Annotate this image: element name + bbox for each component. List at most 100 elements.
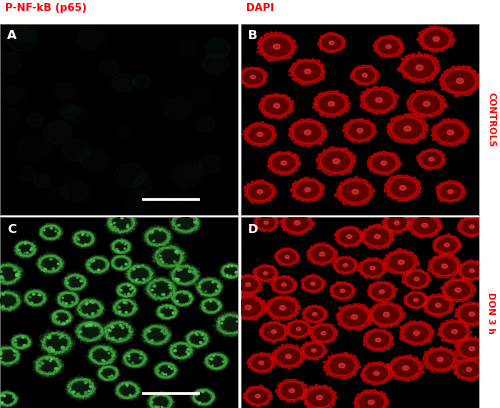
Polygon shape: [386, 45, 391, 49]
Polygon shape: [24, 253, 25, 254]
Polygon shape: [126, 226, 129, 228]
Polygon shape: [217, 286, 219, 287]
Polygon shape: [56, 314, 67, 322]
Polygon shape: [84, 391, 87, 394]
Polygon shape: [272, 344, 306, 370]
Polygon shape: [56, 316, 58, 317]
Polygon shape: [120, 289, 122, 291]
Polygon shape: [430, 118, 470, 146]
Polygon shape: [82, 233, 84, 235]
Polygon shape: [58, 263, 59, 264]
Polygon shape: [15, 340, 17, 341]
Polygon shape: [367, 151, 402, 175]
Polygon shape: [281, 161, 286, 165]
Polygon shape: [82, 234, 83, 235]
Polygon shape: [230, 294, 268, 321]
Polygon shape: [424, 102, 430, 106]
Polygon shape: [112, 74, 134, 91]
Polygon shape: [0, 296, 14, 306]
Polygon shape: [62, 335, 63, 337]
Polygon shape: [178, 224, 180, 226]
Polygon shape: [12, 397, 14, 398]
Polygon shape: [133, 268, 135, 270]
Polygon shape: [38, 222, 64, 242]
Polygon shape: [203, 283, 216, 293]
Polygon shape: [221, 322, 222, 324]
Polygon shape: [133, 75, 150, 89]
Polygon shape: [64, 106, 86, 124]
Polygon shape: [111, 326, 126, 337]
Polygon shape: [366, 90, 392, 110]
Polygon shape: [94, 325, 96, 326]
Polygon shape: [438, 357, 444, 361]
Polygon shape: [264, 272, 268, 275]
Polygon shape: [217, 303, 219, 305]
Polygon shape: [334, 176, 375, 206]
Polygon shape: [38, 294, 40, 296]
Text: A: A: [7, 29, 17, 42]
Polygon shape: [146, 391, 176, 408]
Polygon shape: [469, 347, 474, 351]
Polygon shape: [305, 344, 322, 357]
Polygon shape: [64, 375, 98, 401]
Polygon shape: [312, 313, 317, 316]
Polygon shape: [169, 210, 202, 235]
Polygon shape: [372, 155, 396, 171]
Polygon shape: [178, 269, 180, 271]
Polygon shape: [163, 294, 165, 295]
Polygon shape: [160, 255, 162, 257]
Polygon shape: [63, 140, 90, 162]
Polygon shape: [162, 308, 172, 316]
Polygon shape: [108, 376, 110, 378]
Polygon shape: [368, 301, 406, 328]
Polygon shape: [34, 251, 66, 275]
Polygon shape: [376, 98, 382, 102]
Polygon shape: [135, 280, 137, 281]
Polygon shape: [388, 253, 413, 271]
Polygon shape: [362, 73, 367, 77]
Polygon shape: [184, 293, 186, 295]
Polygon shape: [129, 394, 132, 396]
Polygon shape: [470, 269, 474, 273]
Polygon shape: [41, 362, 44, 364]
Polygon shape: [433, 37, 440, 41]
Polygon shape: [320, 252, 324, 256]
Polygon shape: [178, 217, 193, 228]
Polygon shape: [295, 62, 320, 80]
Polygon shape: [65, 303, 67, 305]
Polygon shape: [248, 389, 268, 403]
Polygon shape: [446, 282, 469, 299]
Polygon shape: [394, 221, 399, 224]
Polygon shape: [104, 360, 105, 361]
Polygon shape: [130, 288, 132, 290]
Polygon shape: [2, 395, 12, 403]
Polygon shape: [20, 253, 21, 254]
Polygon shape: [0, 276, 3, 278]
Polygon shape: [342, 308, 367, 326]
Polygon shape: [0, 357, 2, 359]
Polygon shape: [288, 119, 327, 147]
Polygon shape: [321, 332, 326, 335]
Polygon shape: [273, 155, 295, 171]
Polygon shape: [125, 263, 127, 265]
Polygon shape: [167, 341, 196, 362]
Polygon shape: [304, 130, 311, 135]
Polygon shape: [318, 32, 345, 53]
Polygon shape: [97, 310, 99, 312]
Polygon shape: [18, 249, 21, 251]
Polygon shape: [90, 324, 93, 326]
Polygon shape: [16, 273, 18, 275]
Polygon shape: [424, 30, 449, 48]
Polygon shape: [184, 163, 203, 178]
Polygon shape: [110, 224, 112, 226]
Polygon shape: [440, 184, 461, 199]
Polygon shape: [280, 210, 314, 235]
Polygon shape: [123, 302, 124, 303]
Polygon shape: [26, 252, 28, 253]
Polygon shape: [178, 294, 188, 303]
Polygon shape: [175, 278, 178, 280]
Polygon shape: [40, 295, 41, 296]
Polygon shape: [205, 291, 206, 293]
Polygon shape: [188, 270, 191, 273]
Polygon shape: [118, 306, 120, 308]
